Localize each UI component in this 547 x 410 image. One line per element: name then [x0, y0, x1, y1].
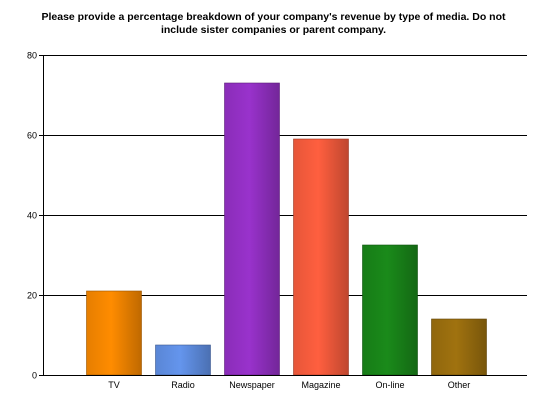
x-tick-label-radio: Radio	[171, 380, 195, 390]
y-tick-label-20: 20	[27, 291, 37, 301]
x-tick-label-on-line: On-line	[375, 380, 404, 390]
bar-tv	[86, 290, 142, 376]
x-tick-label-tv: TV	[108, 380, 120, 390]
y-tick-label-60: 60	[27, 131, 37, 141]
chart-title: Please provide a percentage breakdown of…	[0, 11, 547, 37]
tick-labels: 0 20 40 60 80 TV Radio Newspaper Magazine On-line…	[27, 51, 470, 391]
bars	[86, 82, 487, 376]
y-tick-label-0: 0	[32, 371, 37, 381]
bar-on-line	[362, 244, 418, 376]
grid-lines	[43, 55, 527, 296]
chart-title-line-1: Please provide a percentage breakdown of…	[41, 11, 506, 23]
bar-magazine	[293, 138, 349, 376]
axes	[39, 55, 527, 376]
chart-title-line-2: include sister companies or parent compa…	[160, 24, 387, 36]
y-tick-label-80: 80	[27, 51, 37, 61]
bar-radio	[155, 344, 211, 376]
bar-newspaper	[224, 82, 280, 376]
x-tick-label-magazine: Magazine	[301, 380, 340, 390]
x-tick-label-newspaper: Newspaper	[229, 380, 275, 390]
y-tick-label-40: 40	[27, 211, 37, 221]
x-tick-label-other: Other	[448, 380, 471, 390]
bar-other	[431, 318, 487, 376]
